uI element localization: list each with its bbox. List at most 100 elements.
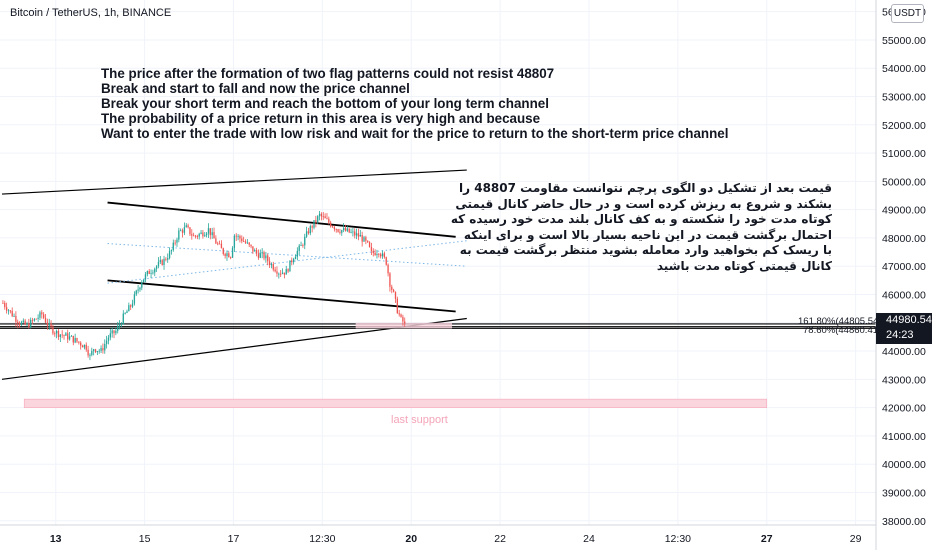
candle-body [311,226,313,228]
candle-body [172,242,174,251]
candle-body [387,264,389,274]
candle-body [146,271,149,275]
fib-label-1618: 161.80%(44805.54) [798,316,882,327]
candle-body [257,253,260,258]
candle-body [304,236,306,246]
candle-body [331,226,334,228]
candle-body [348,228,350,233]
candle-body [30,319,32,328]
candle-body [152,272,154,274]
candle-body [192,235,195,237]
time-tick-label: 12:30 [309,533,335,545]
price-tick-label: 55000.00 [882,35,926,47]
candle-body [2,302,4,304]
price-tick-label: 39000.00 [882,487,926,499]
candle-body [267,255,269,262]
price-axis[interactable]: 38000.00 39000.00 40000.00 41000.00 42000.00… [882,7,926,528]
candle-body [161,260,163,266]
candle-body [202,232,204,237]
candle-body [96,351,99,353]
price-tick-label: 43000.00 [882,374,926,386]
candle-body [24,320,26,325]
candle-body [309,226,311,234]
english-annotation-line: Want to enter the trade with low risk an… [101,126,729,141]
candle-body [41,312,43,315]
candle-body [357,233,360,237]
current-price-zone [355,322,452,329]
trendline [1,169,467,195]
bar-countdown: 24:23 [886,329,914,341]
candle-body [381,253,384,257]
candle-body [246,242,249,244]
time-axis[interactable]: 13 15 17 12:30 20 22 24 12:30 27 29 [50,533,862,545]
candle-body [376,254,378,256]
candle-body [157,261,160,267]
price-tick-label: 51000.00 [882,148,926,160]
candle-body [111,330,113,334]
candle-body [404,321,406,324]
currency-selector[interactable]: USDT [891,4,924,23]
candle-body [191,234,193,236]
candle-body [183,227,186,233]
persian-annotation-line: با ریسک کم بخواهید وارد معامله بشوید منت… [459,243,832,257]
candle-body [4,303,6,308]
price-tick-label: 42000.00 [882,403,926,415]
last-price-tag: 44980.54 24:23 [876,313,932,344]
candle-body [118,324,121,326]
candle-body [302,245,304,246]
candle-body [215,238,217,244]
candle-body [78,341,80,343]
candle-body [15,315,17,322]
candle-body [367,240,369,242]
candle-body [211,232,213,236]
candle-body [124,312,126,314]
candle-body [163,258,165,266]
candle-body [180,230,182,232]
candle-body [296,250,299,257]
candle-body [92,349,95,351]
english-annotation: The price after the formation of two fla… [101,66,728,141]
candle-body [28,323,30,328]
candle-body [104,343,106,351]
candle-body [272,264,274,270]
candle-body [194,235,197,237]
candle-body [252,246,254,252]
candle-body [213,232,215,239]
candle-body [133,294,136,304]
candle-body [48,323,50,326]
time-tick-label: 29 [850,533,862,545]
fib-label-786: 78.60%(44860.41) [803,325,882,336]
candle-body [291,260,293,263]
candle-body [154,268,156,273]
candle-body [259,253,261,258]
candle-body [337,229,339,232]
time-tick-label: 17 [228,533,240,545]
english-annotation-line: Break and start to fall and now the pric… [101,81,410,96]
candle-body [46,322,49,326]
candle-body [313,220,315,228]
candle-body [389,273,391,287]
candle-body [394,291,397,299]
candle-body [354,231,356,236]
chart-title: Bitcoin / TetherUS, 1h, BINANCE [10,7,172,19]
candle-body [361,234,363,242]
candle-body [113,330,115,334]
candle-body [117,325,119,331]
candle-body [139,287,141,290]
candle-body [26,323,28,325]
candle-body [72,335,74,343]
candle-body [122,313,124,324]
candle-body [344,227,347,231]
candle-body [170,250,173,251]
persian-annotation-line: قیمت بعد از تشکیل دو الگوی پرچم نتوانست … [459,181,832,195]
english-annotation-line: The price after the formation of two fla… [101,66,555,81]
last-price: 44980.54 [886,314,932,326]
candle-body [276,271,278,274]
candle-body [42,314,45,318]
candle-body [141,282,143,288]
candle-body [241,238,243,242]
trendline [107,279,456,313]
support-zone [23,398,768,408]
candle-body [339,231,341,233]
